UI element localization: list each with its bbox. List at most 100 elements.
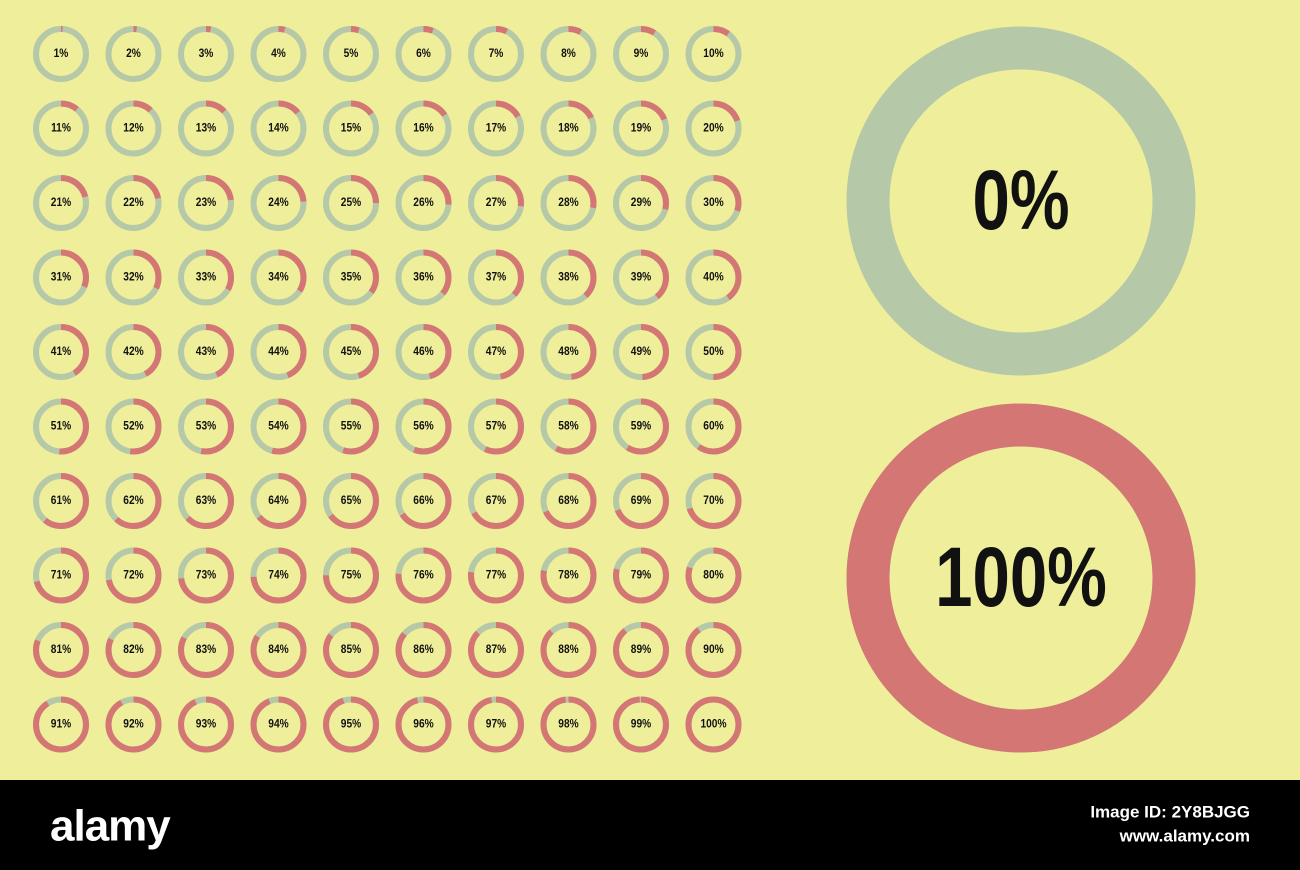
donut-arc <box>395 696 452 753</box>
donut-arc <box>250 622 307 678</box>
donut-arc <box>540 26 597 82</box>
donut-label: 95% <box>341 718 361 731</box>
donut-label: 32% <box>123 271 143 284</box>
donut-label: 28% <box>558 197 578 210</box>
donut-label: 90% <box>703 644 723 657</box>
donut-arc <box>250 175 307 231</box>
donut-arc <box>33 398 89 455</box>
donut-label: 48% <box>558 346 578 359</box>
donut-arc <box>613 324 669 380</box>
donut-arc <box>33 622 89 678</box>
donut-label: 99% <box>631 718 651 731</box>
donut-arc <box>178 696 234 753</box>
donut-label: 100% <box>935 531 1107 625</box>
donut-label: 71% <box>51 569 71 582</box>
donut-arc <box>468 26 524 82</box>
donut-label: 56% <box>413 420 433 433</box>
donut-arc <box>468 622 524 678</box>
donut-label: 13% <box>196 122 216 135</box>
donut-label: 20% <box>703 122 723 135</box>
donut-arc <box>323 622 379 678</box>
donut-label: 53% <box>196 420 216 433</box>
donut-label: 55% <box>341 420 361 433</box>
donut-arc <box>105 473 162 529</box>
donut-label: 52% <box>123 420 143 433</box>
donut-label: 78% <box>558 569 578 582</box>
donut-label: 6% <box>416 48 431 61</box>
donut-arc <box>178 473 234 529</box>
donut-label: 44% <box>268 346 288 359</box>
donut-label: 80% <box>703 569 723 582</box>
donut-arc <box>33 324 89 380</box>
donut-arc <box>178 26 234 82</box>
donut-label: 0% <box>972 154 1069 248</box>
donut-label: 97% <box>486 718 506 731</box>
donut-track <box>846 26 1196 376</box>
donut-label: 16% <box>413 122 433 135</box>
donut-arc <box>323 249 379 306</box>
donut-arc <box>395 249 452 306</box>
donut-label: 3% <box>199 48 214 61</box>
donut-label: 26% <box>413 197 433 210</box>
donut-arc <box>33 175 89 231</box>
donut-arc <box>250 398 307 455</box>
donut-label: 87% <box>486 644 506 657</box>
donut-label: 70% <box>703 495 723 508</box>
donut-arc <box>685 547 742 604</box>
donut-arc <box>178 249 234 306</box>
image-id: Image ID: 2Y8BJGG <box>1090 803 1250 822</box>
donut-label: 19% <box>631 122 651 135</box>
donut-label: 39% <box>631 271 651 284</box>
donut-arc <box>613 175 669 231</box>
donut-arc <box>33 100 89 157</box>
donut-label: 33% <box>196 271 216 284</box>
donut-label: 93% <box>196 718 216 731</box>
donut-arc <box>323 398 379 455</box>
donut-label: 68% <box>558 495 578 508</box>
donut-arc <box>250 547 307 604</box>
donut-arc <box>105 249 162 306</box>
donut-label: 14% <box>268 122 288 135</box>
donut-arc <box>250 100 307 157</box>
donut-arc <box>105 100 162 157</box>
donut-label: 29% <box>631 197 651 210</box>
donut-label: 41% <box>51 346 71 359</box>
donut-label: 63% <box>196 495 216 508</box>
donut-label: 83% <box>196 644 216 657</box>
donut-label: 91% <box>51 718 71 731</box>
donut-arc <box>395 175 452 231</box>
donut-arc <box>613 473 669 529</box>
donut-label: 47% <box>486 346 506 359</box>
donut-arc <box>540 100 597 157</box>
donut-label: 9% <box>634 48 649 61</box>
donut-arc <box>468 473 524 529</box>
donut-label: 62% <box>123 495 143 508</box>
donut-arc <box>613 622 669 678</box>
donut-label: 82% <box>123 644 143 657</box>
donut-label: 60% <box>703 420 723 433</box>
donut-label: 15% <box>341 122 361 135</box>
donut-label: 38% <box>558 271 578 284</box>
donut-label: 49% <box>631 346 651 359</box>
donut-label: 89% <box>631 644 651 657</box>
donut-label: 12% <box>123 122 143 135</box>
donut-label: 64% <box>268 495 288 508</box>
donut-arc <box>178 547 234 604</box>
donut-arc <box>613 249 669 306</box>
donut-arc <box>468 175 524 231</box>
donut-arc <box>685 622 742 678</box>
donut-label: 96% <box>413 718 433 731</box>
donut-label: 30% <box>703 197 723 210</box>
donut-arc <box>468 100 524 157</box>
donut-label: 18% <box>558 122 578 135</box>
donut-label: 66% <box>413 495 433 508</box>
donut-arc <box>540 175 597 231</box>
donut-arc <box>468 249 524 306</box>
donut-label: 27% <box>486 197 506 210</box>
site-url: www.alamy.com <box>1119 827 1250 846</box>
donut-arc <box>395 622 452 678</box>
donut-arc <box>540 696 597 753</box>
donut-arc <box>468 398 524 455</box>
donut-label: 73% <box>196 569 216 582</box>
donut-label: 45% <box>341 346 361 359</box>
